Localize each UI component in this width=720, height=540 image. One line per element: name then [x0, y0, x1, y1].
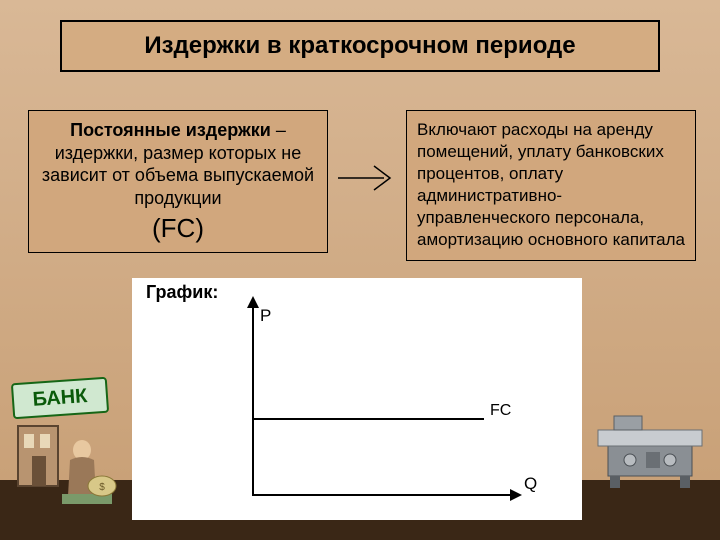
machine-illustration [590, 400, 710, 490]
fc-line [254, 418, 484, 420]
definition-body: издержки, размер которых не зависит от о… [42, 143, 314, 208]
definition-text: Постоянные издержки – издержки, размер к… [39, 119, 317, 209]
y-axis [252, 306, 254, 496]
fc-line-label: FC [490, 402, 511, 420]
bank-sign: БАНК [11, 377, 109, 420]
svg-text:$: $ [99, 482, 105, 493]
bank-sign-text: БАНК [32, 385, 88, 412]
definition-term: Постоянные издержки [70, 120, 271, 140]
title-box: Издержки в краткосрочном периоде [60, 20, 660, 72]
bank-scene-icon: $ [12, 416, 122, 510]
x-axis [252, 494, 512, 496]
bank-illustration: БАНК $ [12, 380, 122, 510]
y-axis-label: P [260, 306, 271, 326]
definition-dash: – [276, 120, 286, 140]
arrow-icon [336, 160, 400, 196]
title-text: Издержки в краткосрочном периоде [144, 32, 575, 59]
x-axis-label: Q [524, 474, 537, 494]
fc-abbrev: (FC) [39, 213, 317, 244]
examples-text: Включают расходы на аренду помещений, уп… [417, 119, 685, 252]
fixed-costs-examples-box: Включают расходы на аренду помещений, уп… [406, 110, 696, 261]
chart-title: График: [146, 282, 218, 303]
fc-chart: График: P Q FC [132, 278, 582, 520]
fixed-costs-definition-box: Постоянные издержки – издержки, размер к… [28, 110, 328, 253]
